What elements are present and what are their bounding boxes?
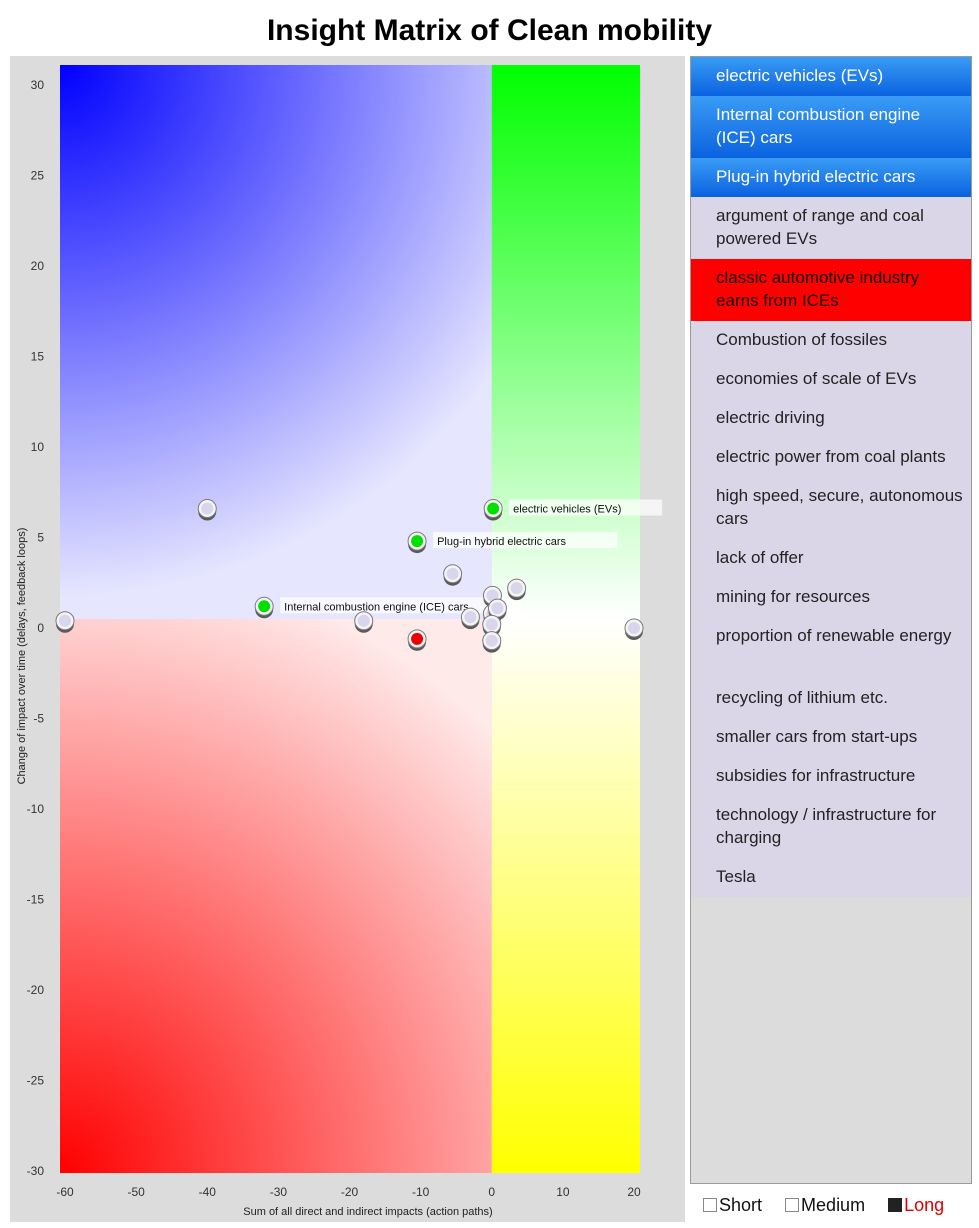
node-list-item[interactable]: Tesla bbox=[691, 858, 971, 897]
y-tick-label: 10 bbox=[31, 440, 45, 454]
y-tick-label: -20 bbox=[27, 983, 45, 997]
chart-title: Insight Matrix of Clean mobility bbox=[266, 14, 713, 47]
legend-long[interactable]: Long bbox=[888, 1195, 944, 1216]
legend-medium-label: Medium bbox=[801, 1194, 866, 1215]
y-axis-label: Change of impact over time (delays, feed… bbox=[16, 528, 28, 785]
node-list-item[interactable]: proportion of renewable energy bbox=[691, 617, 971, 679]
data-point[interactable] bbox=[443, 564, 463, 586]
legend-short[interactable]: Short bbox=[703, 1195, 762, 1216]
y-tick-label: -25 bbox=[27, 1074, 45, 1088]
node-list-panel: electric vehicles (EVs) Internal combusti… bbox=[690, 56, 972, 1184]
point-label-bg bbox=[433, 532, 618, 549]
y-tick-label: 15 bbox=[31, 350, 45, 364]
data-point[interactable] bbox=[460, 607, 480, 630]
node-list-item[interactable]: lack of offer bbox=[691, 539, 971, 578]
node-list-item[interactable]: Plug-in hybrid electric cars bbox=[691, 158, 971, 197]
data-point[interactable] bbox=[507, 578, 527, 601]
quadrant-top-right bbox=[491, 65, 640, 619]
legend-medium[interactable]: Medium bbox=[785, 1195, 865, 1216]
node-list-item[interactable]: smaller cars from start-ups bbox=[691, 718, 971, 757]
y-tick-label: -5 bbox=[33, 712, 44, 726]
point-label: electric vehicles (EVs) bbox=[513, 504, 621, 516]
point-label: Plug-in hybrid electric cars bbox=[437, 536, 566, 548]
x-tick-label: 0 bbox=[488, 1185, 495, 1199]
node-list-item[interactable]: high speed, secure, autonomous cars bbox=[691, 477, 971, 539]
y-tick-label: 30 bbox=[31, 78, 45, 92]
data-point[interactable] bbox=[624, 618, 644, 640]
x-tick-label: -50 bbox=[127, 1185, 145, 1199]
quadrant-bottom-right bbox=[491, 619, 640, 1173]
x-tick-label: -10 bbox=[412, 1185, 430, 1199]
point-label: Internal combustion engine (ICE) cars bbox=[284, 601, 469, 613]
data-point[interactable] bbox=[197, 499, 217, 521]
y-tick-label: 0 bbox=[37, 621, 44, 635]
node-list-item[interactable]: mining for resources bbox=[691, 578, 971, 617]
y-tick-label: 20 bbox=[31, 259, 45, 273]
node-list-item[interactable]: Combustion of fossiles bbox=[691, 321, 971, 360]
node-list-item[interactable]: electric driving bbox=[691, 399, 971, 438]
node-list-item[interactable]: subsidies for infrastructure bbox=[691, 757, 971, 796]
y-tick-label: 25 bbox=[31, 169, 45, 183]
insight-matrix-chart: -60 -50 -40 -30 -20 -10 0 10 20 30 25 20 15 10 5 0 -5 -10… bbox=[16, 65, 663, 1218]
short-checkbox[interactable] bbox=[703, 1197, 717, 1212]
data-point[interactable] bbox=[407, 531, 427, 554]
x-tick-label: 20 bbox=[627, 1185, 641, 1199]
y-tick-label: -15 bbox=[27, 893, 45, 907]
node-list-item[interactable]: electric power from coal plants bbox=[691, 438, 971, 477]
data-point[interactable] bbox=[482, 631, 502, 653]
node-list-item[interactable]: argument of range and coal powered EVs bbox=[691, 197, 971, 259]
x-tick-label: -40 bbox=[199, 1185, 217, 1199]
node-list-item[interactable]: technology / infrastructure for charging bbox=[691, 796, 971, 858]
point-label-bg bbox=[509, 499, 663, 516]
legend-short-label: Short bbox=[719, 1194, 763, 1215]
x-tick-label: 10 bbox=[556, 1185, 570, 1199]
delay-legend: Short Medium Long bbox=[703, 1194, 962, 1218]
x-axis-label: Sum of all direct and indirect impacts (… bbox=[243, 1206, 492, 1218]
node-list-item[interactable]: electric vehicles (EVs) bbox=[691, 57, 971, 96]
data-point[interactable] bbox=[354, 611, 374, 633]
long-checkbox[interactable] bbox=[888, 1197, 903, 1212]
x-tick-label: -60 bbox=[56, 1185, 74, 1199]
point-label-bg bbox=[280, 597, 522, 614]
data-point[interactable] bbox=[407, 629, 427, 651]
node-list-item[interactable]: economies of scale of EVs bbox=[691, 360, 971, 399]
y-tick-label: -30 bbox=[27, 1164, 45, 1178]
y-tick-label: 5 bbox=[37, 531, 44, 545]
legend-long-label: Long bbox=[904, 1194, 945, 1215]
data-point[interactable] bbox=[55, 611, 75, 633]
x-tick-label: -20 bbox=[341, 1185, 359, 1199]
data-point[interactable] bbox=[482, 614, 502, 637]
node-list-item[interactable]: Internal combustion engine (ICE) cars bbox=[691, 96, 971, 158]
data-point[interactable] bbox=[483, 499, 503, 521]
chart-panel: -60 -50 -40 -30 -20 -10 0 10 20 30 25 20 15 10 5 0 -5 -10… bbox=[10, 56, 685, 1222]
x-tick-label: -30 bbox=[270, 1185, 288, 1199]
data-point[interactable] bbox=[254, 596, 274, 619]
quadrant-bottom-left bbox=[60, 619, 492, 1173]
y-tick-label: -10 bbox=[27, 802, 45, 816]
node-list-item[interactable]: recycling of lithium etc. bbox=[691, 679, 971, 718]
node-list-empty-area bbox=[691, 897, 971, 1183]
quadrant-top-left bbox=[60, 65, 492, 619]
medium-checkbox[interactable] bbox=[785, 1197, 800, 1212]
node-list-item[interactable]: classic automotive industry earns from I… bbox=[691, 259, 971, 321]
